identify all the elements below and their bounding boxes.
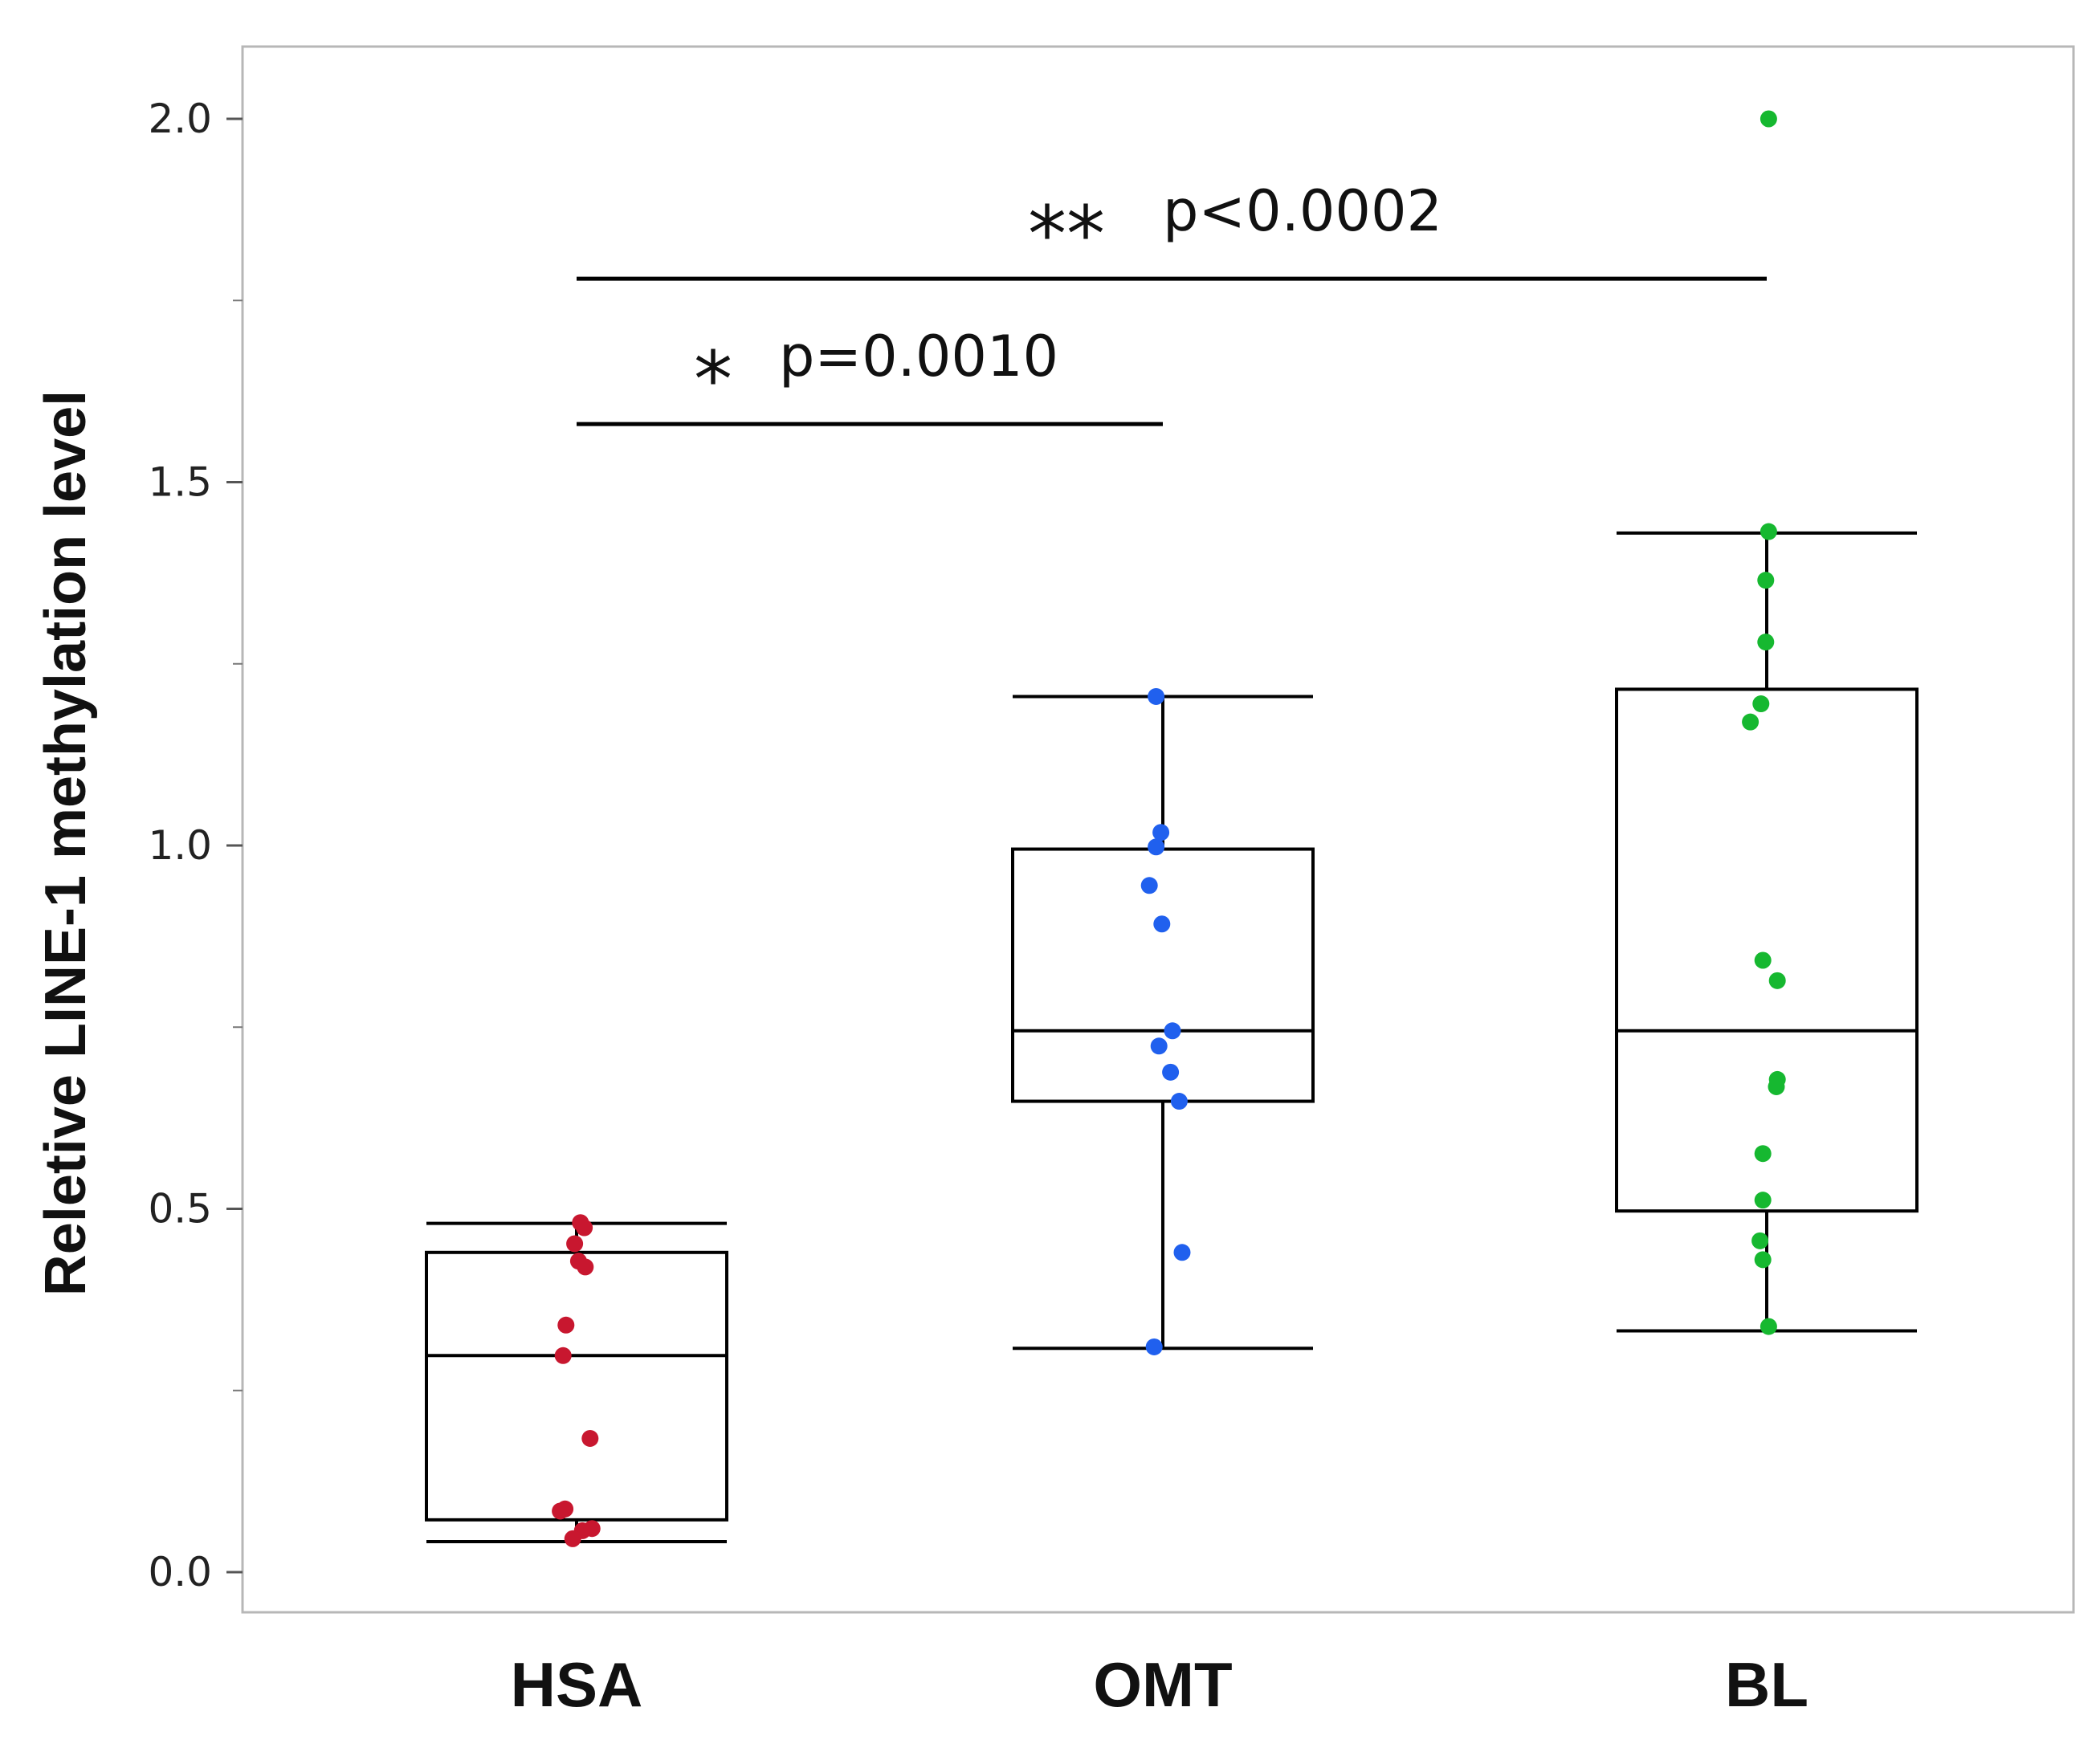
- data-point-omt: [1140, 877, 1158, 894]
- y-tick-label: 2.0: [148, 96, 212, 142]
- data-point-bl: [1760, 523, 1777, 540]
- data-point-bl: [1757, 634, 1775, 651]
- data-point-hsa: [583, 1520, 601, 1538]
- box-bl: [1615, 531, 1919, 1333]
- significance-bracket-hsa-omt: * p=0.0010: [577, 324, 1163, 426]
- p-value-label: p=0.0010: [779, 324, 1058, 389]
- data-point-omt: [1150, 1037, 1168, 1055]
- y-tick-label: 0.5: [148, 1186, 212, 1233]
- data-point-omt: [1164, 1022, 1181, 1040]
- data-point-bl: [1751, 1232, 1769, 1249]
- data-point-bl: [1768, 1078, 1785, 1095]
- data-point-bl: [1754, 951, 1772, 969]
- y-tick-label: 1.5: [148, 459, 212, 506]
- data-point-bl: [1760, 1318, 1777, 1335]
- data-point-omt: [1170, 1093, 1188, 1110]
- data-point-omt: [1173, 1244, 1191, 1261]
- p-value-label: p<0.0002: [1163, 178, 1442, 244]
- annotations-layer: * p=0.0010 ** p<0.0002: [577, 178, 1767, 426]
- box-omt: [1011, 695, 1315, 1351]
- x-category-label: HSA: [511, 1649, 643, 1720]
- data-point-bl: [1752, 695, 1770, 713]
- data-point-bl: [1754, 1192, 1772, 1209]
- data-point-bl: [1760, 110, 1777, 128]
- box-iqr: [1011, 847, 1315, 1103]
- significance-bracket-hsa-bl: ** p<0.0002: [577, 178, 1767, 281]
- data-point-omt: [1162, 1063, 1180, 1081]
- box-hsa: [425, 1221, 728, 1543]
- box-iqr: [1615, 687, 1919, 1213]
- box-iqr: [425, 1250, 728, 1522]
- data-point-bl: [1754, 1251, 1772, 1269]
- data-point-hsa: [557, 1316, 575, 1334]
- x-category-label: OMT: [1093, 1649, 1232, 1720]
- data-point-omt: [1145, 1338, 1163, 1355]
- data-point-omt: [1148, 838, 1165, 856]
- x-category-label: BL: [1725, 1649, 1808, 1720]
- data-point-omt: [1152, 824, 1170, 841]
- data-point-hsa: [581, 1429, 599, 1447]
- data-point-hsa: [566, 1235, 584, 1253]
- significance-stars: **: [1028, 189, 1105, 279]
- data-point-hsa: [552, 1502, 569, 1520]
- data-point-hsa: [577, 1258, 594, 1276]
- data-point-hsa: [554, 1347, 572, 1364]
- data-point-omt: [1148, 687, 1165, 705]
- data-point-bl: [1742, 713, 1760, 731]
- y-axis: 0.0 0.5 1.0 1.5 2.0: [148, 96, 243, 1595]
- y-axis-title: Reletive LINE-1 methylation level: [34, 390, 98, 1296]
- significance-stars: *: [694, 335, 732, 425]
- data-point-omt: [1153, 915, 1171, 933]
- points-layer: [552, 110, 1786, 1547]
- x-axis: HSA OMT BL: [511, 1649, 1808, 1720]
- data-point-bl: [1768, 972, 1786, 989]
- data-point-hsa: [564, 1530, 581, 1547]
- y-tick-label: 1.0: [148, 822, 212, 869]
- data-point-bl: [1754, 1145, 1772, 1163]
- data-point-hsa: [576, 1219, 593, 1237]
- data-point-bl: [1757, 572, 1775, 589]
- y-tick-label: 0.0: [148, 1549, 212, 1595]
- plot-frame: [241, 45, 2075, 1614]
